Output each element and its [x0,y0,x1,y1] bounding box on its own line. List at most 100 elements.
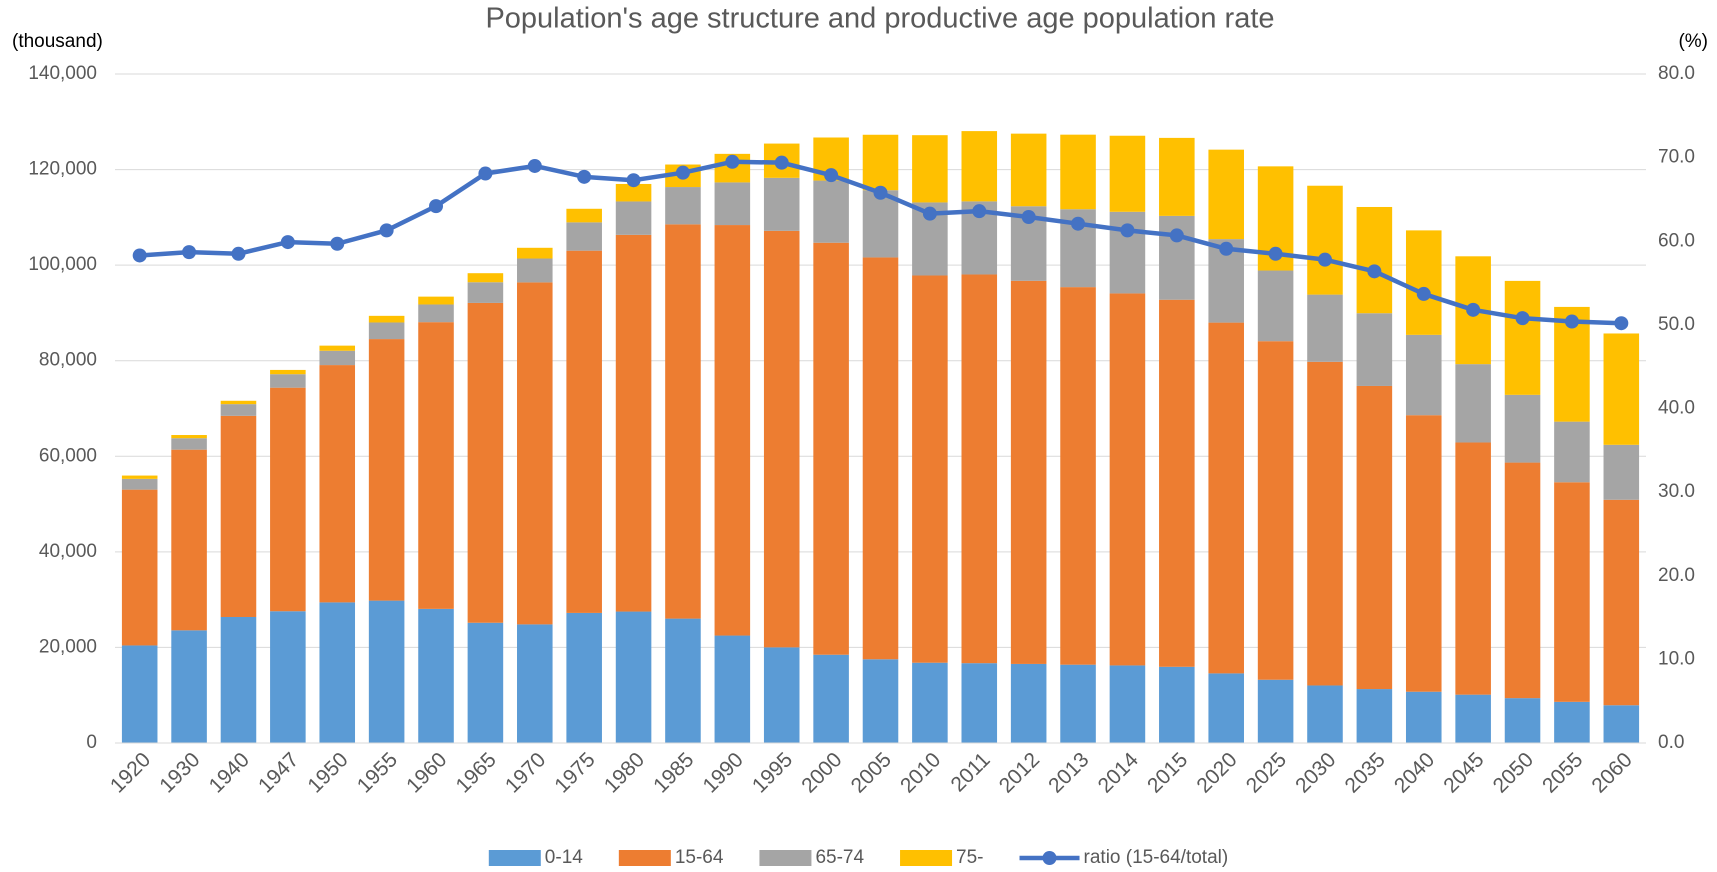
x-tick-label: 1965 [452,748,501,797]
y-tick-label: 80,000 [39,350,97,371]
bar-segment [862,659,899,743]
x-tick-label: 1985 [649,748,698,797]
bar-segment [220,400,257,405]
y2-axis-label: (%) [1678,31,1708,52]
x-tick-label: 1940 [205,748,254,797]
bar-segment [418,304,454,323]
bar-segment [319,345,356,351]
y2-tick-label: 50.0 [1658,314,1695,335]
bar-segment [467,282,504,303]
x-tick-label: 1920 [106,748,155,797]
bar-segment [1405,691,1442,743]
line-marker [1416,286,1431,301]
y2-tick-label: 20.0 [1658,565,1695,586]
bar-segment [1603,333,1640,445]
line-marker [675,165,690,180]
bar-segment [1159,137,1195,216]
bar-segment [121,478,158,490]
legend-label: 75- [956,847,983,868]
x-tick-label: 1947 [254,748,303,797]
bar-segment [1455,364,1491,443]
bar-segment [912,275,948,663]
x-tick-label: 1970 [501,748,550,797]
line-marker [527,158,542,173]
bar-segment [912,135,948,203]
bar-segment [1603,499,1640,706]
y2-tick-label: 30.0 [1658,481,1695,502]
line-marker [478,166,493,181]
bar-segment [368,339,405,601]
y-tick-label: 20,000 [39,636,97,657]
bar-segment [961,663,998,743]
x-tick-label: 2010 [896,748,945,797]
bar-segment [566,612,602,743]
bar-segment [714,182,751,226]
bar-segment [763,177,800,231]
legend-swatch [1042,851,1057,865]
bar-segment [912,662,948,743]
bar-segment [763,230,800,648]
bar-segment [467,273,504,283]
bar-segment [1307,685,1343,743]
x-tick-label: 2055 [1538,748,1587,797]
line-marker [1021,209,1036,224]
bar-segment [121,645,158,743]
line-marker [1564,314,1579,329]
y2-tick-label: 40.0 [1658,398,1695,419]
bar-segment [220,616,257,743]
legend-swatch [759,850,812,866]
bar-segment [368,322,405,340]
bar-segment [813,180,849,243]
y-tick-label: 140,000 [28,63,97,84]
legend-label: 65-74 [815,847,864,868]
x-tick-label: 2030 [1291,748,1340,797]
x-tick-label: 2015 [1143,748,1192,797]
bar-segment [1208,149,1244,240]
bar-segment [1455,442,1491,695]
bar-segment [171,630,207,743]
x-tick-label: 1960 [402,748,451,797]
line-marker [824,168,839,183]
bar-segment [418,608,454,743]
bar-segment [319,350,356,366]
bar-segment [961,274,998,664]
legend-swatch [900,850,953,866]
bar-segment [1356,313,1393,386]
bar-segment [1257,341,1294,680]
line-marker [1169,228,1184,243]
bar-segment [1405,230,1442,335]
x-tick-label: 2040 [1390,748,1439,797]
bar-segment [418,322,454,609]
chart-title: Population's age structure and productiv… [485,3,1274,35]
bar-segment [566,208,602,223]
x-tick-label: 2005 [847,748,896,797]
bar-segment [862,257,899,660]
line-marker [231,246,246,261]
bar-segment [517,624,553,743]
bar-segment [1159,666,1195,743]
bar-segment [862,134,899,191]
legend-label: 0-14 [545,847,583,868]
y2-tick-label: 10.0 [1658,648,1695,669]
bar-segment [368,315,405,323]
line-marker [330,236,345,251]
bar-segment [813,242,849,655]
y-tick-label: 40,000 [39,541,97,562]
line-marker [1317,252,1332,267]
line-marker [1367,264,1382,279]
bar-segment [517,247,553,259]
x-tick-label: 2035 [1341,748,1390,797]
x-tick-label: 1995 [748,748,797,797]
bar-segment [1504,698,1541,743]
x-tick-label: 2050 [1489,748,1538,797]
bar-segment [1010,663,1047,743]
bar-segment [714,635,751,743]
bar-segment [1405,334,1442,416]
y2-tick-label: 0.0 [1658,732,1684,753]
legend-label: ratio (15-64/total) [1084,847,1229,868]
bar-segment [1307,294,1343,362]
line-marker [132,248,147,263]
bar-segment [665,187,701,225]
line-marker [1219,241,1234,256]
bar-segment [1504,462,1541,699]
